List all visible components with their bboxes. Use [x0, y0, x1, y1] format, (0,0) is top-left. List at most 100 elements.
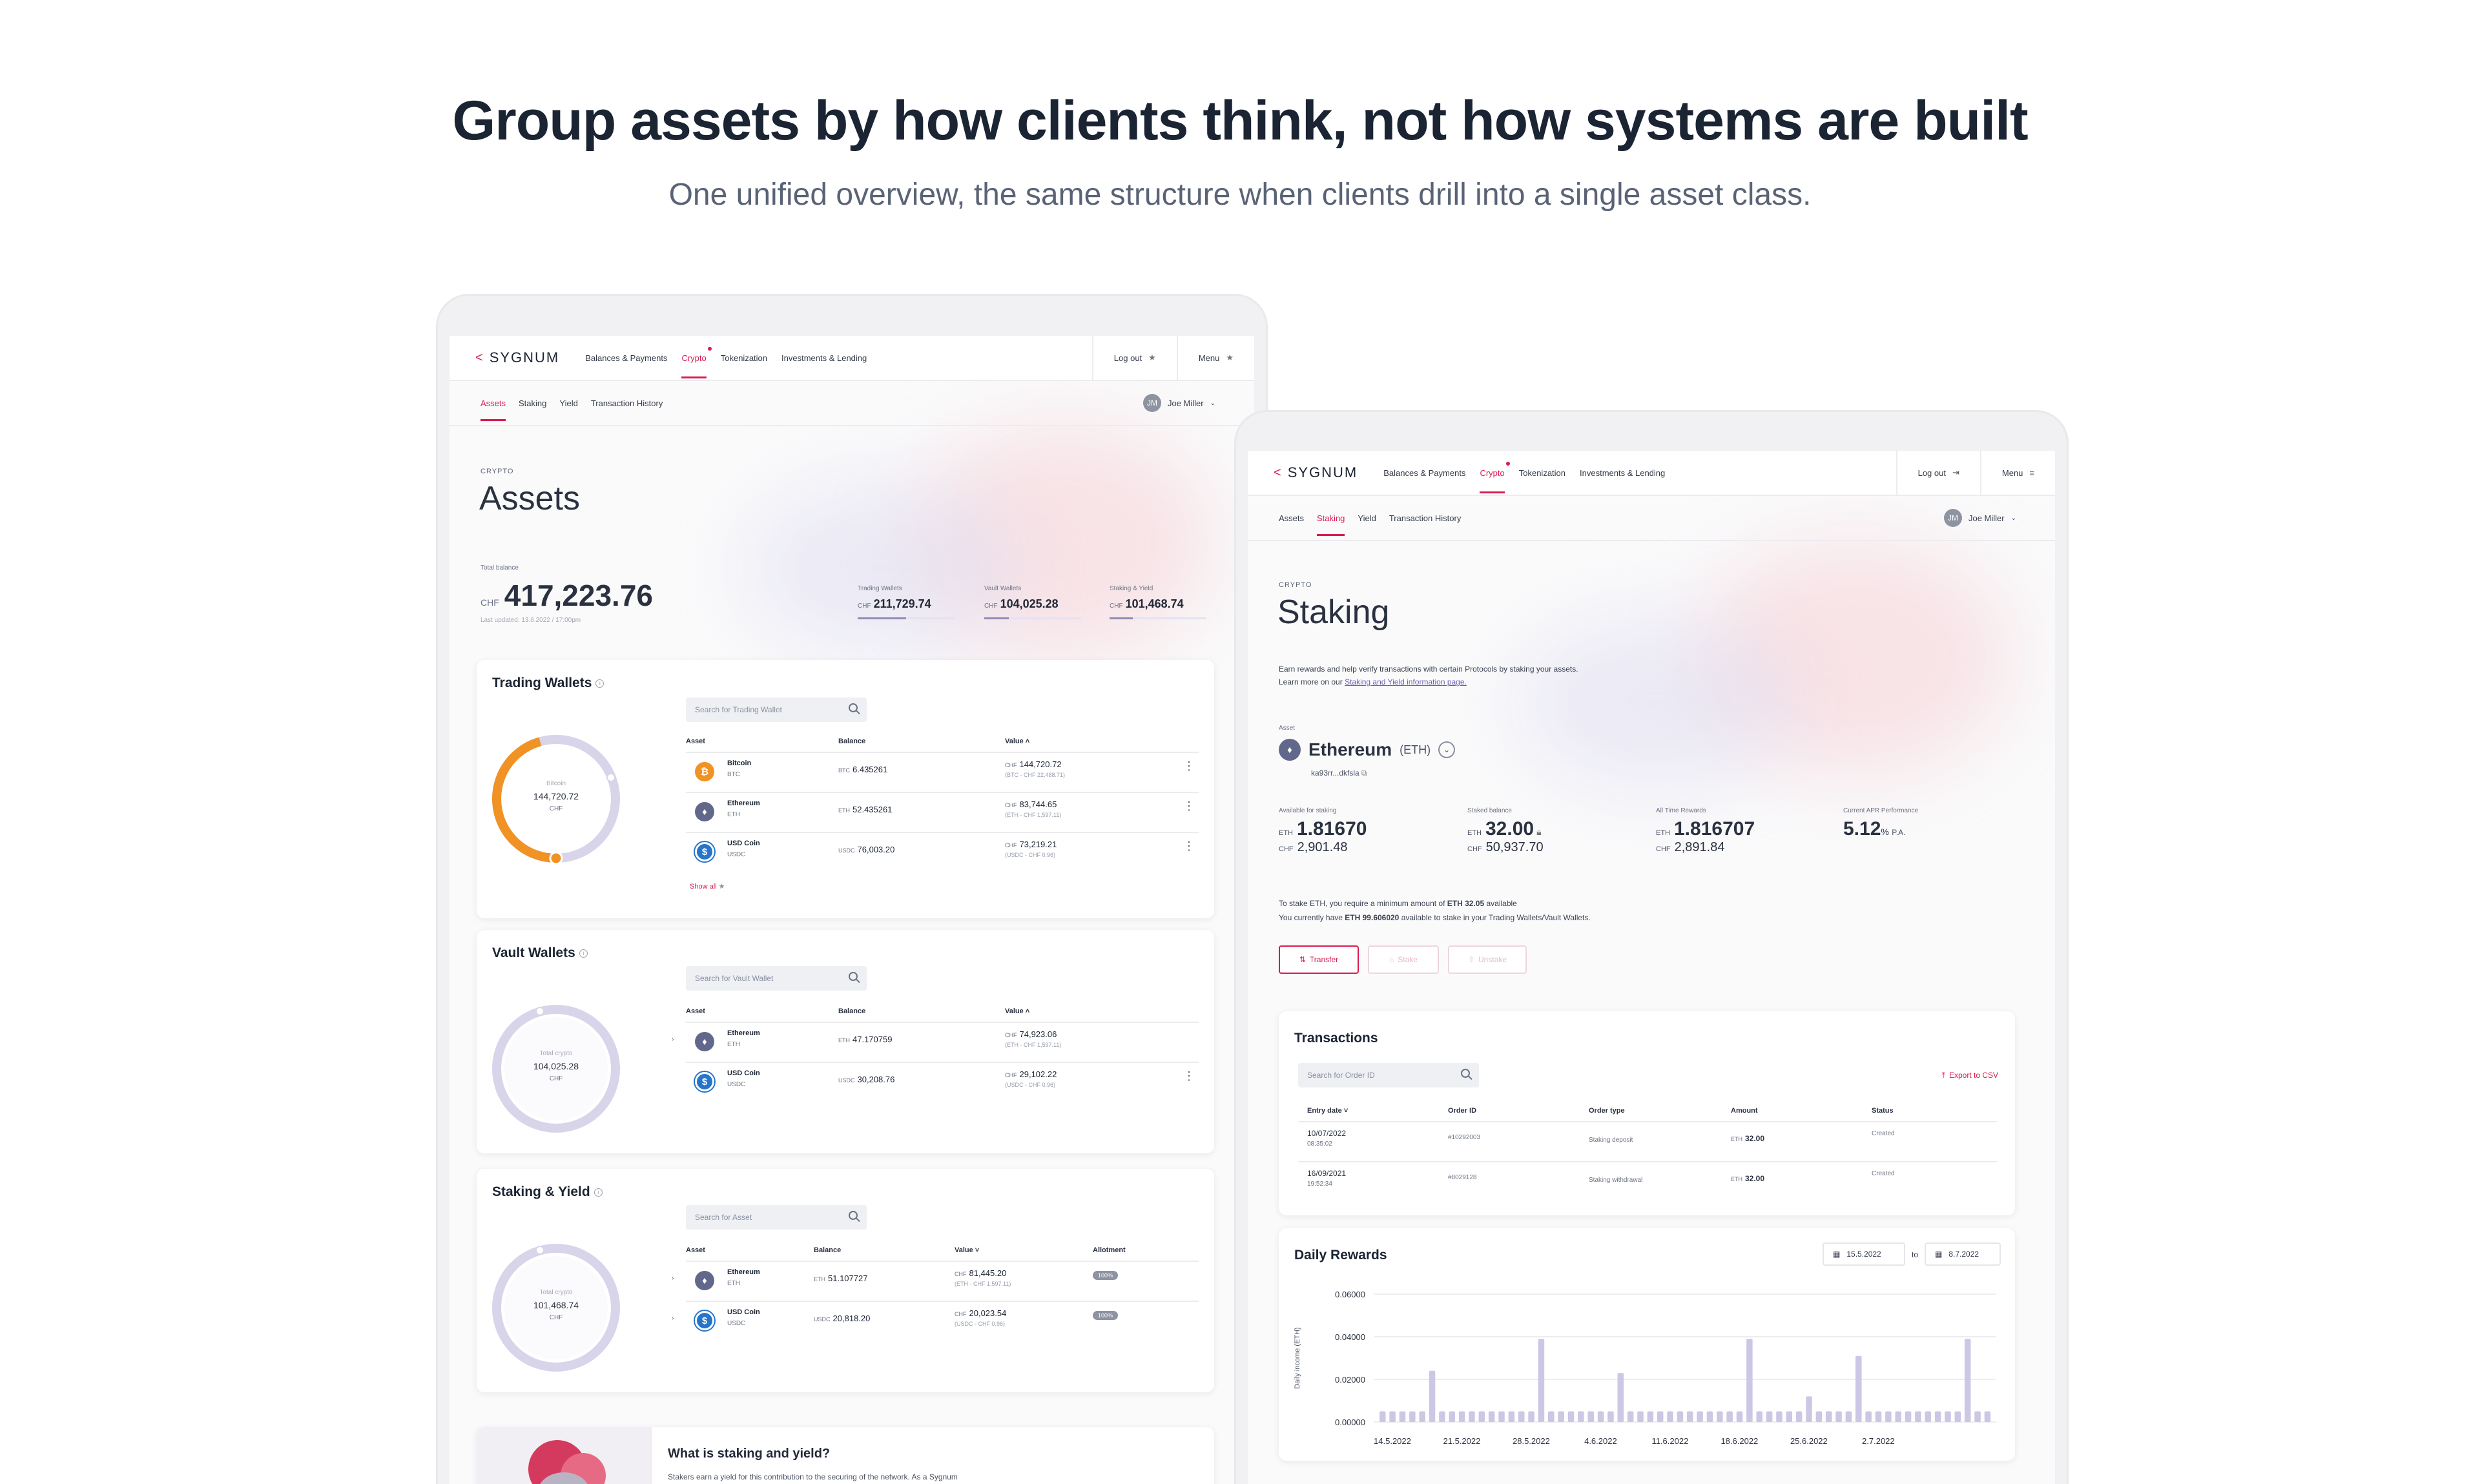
user-menu[interactable]: JM Joe Miller ⌄: [1943, 509, 2016, 527]
col-order-type: Order type: [1589, 1107, 1625, 1115]
donut-currency: CHF: [549, 1314, 563, 1321]
menu-button[interactable]: Menu ≡: [1981, 468, 2055, 478]
nav-tokenization[interactable]: Tokenization: [720, 353, 768, 363]
table-row[interactable]: $ USD Coin USDC USDC 76,003.20 CHF 73,219.…: [686, 832, 1199, 872]
stake-button[interactable]: ⌂ Stake: [1368, 945, 1439, 974]
sygnum-logo[interactable]: < SYGNUM: [475, 349, 559, 366]
asset-symbol: USDC: [727, 851, 746, 858]
user-menu[interactable]: JM Joe Miller ⌄: [1142, 394, 1215, 412]
transfer-button[interactable]: ⇅ Transfer: [1279, 945, 1359, 974]
trading-wallets-card: Trading Wallets i Bitcoin 144,720.72 CHF …: [477, 660, 1214, 918]
donut-label: Bitcoin: [546, 780, 566, 787]
wallet-address: ka93rr...dkfsla ⧉: [1311, 768, 1367, 778]
reward-bar: [1895, 1411, 1901, 1422]
nav-investments-lending[interactable]: Investments & Lending: [781, 353, 867, 363]
expand-icon[interactable]: ›: [672, 1036, 674, 1043]
value: CHF 83,744.65 (ETH - CHF 1,597.11): [1005, 799, 1062, 818]
table-row[interactable]: ₿ Bitcoin BTC BTC 6.435261 CHF 144,720.72(…: [686, 752, 1199, 792]
balance: BTC 6.435261: [838, 765, 888, 774]
date-from-picker[interactable]: ▦ 15.5.2022: [1823, 1242, 1905, 1266]
card-title: Transactions: [1294, 1031, 1378, 1046]
expand-icon[interactable]: ›: [672, 1315, 674, 1322]
nav-crypto[interactable]: Crypto: [1480, 461, 1511, 493]
nav-crypto[interactable]: Crypto: [681, 346, 712, 378]
tab-transaction-history[interactable]: Transaction History: [1389, 513, 1462, 523]
staking-info-link[interactable]: Staking and Yield information page.: [1345, 677, 1467, 686]
usdc-icon: $: [695, 1311, 714, 1330]
col-value[interactable]: Value ˄: [1005, 737, 1030, 745]
info-icon[interactable]: i: [594, 1188, 603, 1197]
logout-button[interactable]: Log out ⇥: [1897, 468, 1980, 478]
expand-icon[interactable]: ›: [672, 1275, 674, 1282]
more-options-icon[interactable]: ⋮: [1183, 840, 1195, 852]
ethereum-icon: ♦: [695, 802, 714, 821]
page-kicker: CRYPTO: [480, 468, 514, 475]
tab-assets[interactable]: Assets: [480, 383, 506, 424]
reward-bar: [1934, 1411, 1941, 1422]
reward-bar: [1399, 1411, 1406, 1422]
col-entry-date[interactable]: Entry date ˅: [1307, 1107, 1348, 1115]
summary-staking[interactable]: Staking & Yield CHF 101,468.74: [1110, 585, 1206, 619]
info-icon[interactable]: i: [595, 679, 604, 688]
table-row[interactable]: 10/07/2022 08:35:02 #10292003 Staking de…: [1298, 1121, 1997, 1161]
transactions-card: Transactions Search for Order ID ⤒ Export…: [1279, 1011, 2015, 1215]
asset-name: Ethereum: [1308, 739, 1392, 759]
nav-investments-lending[interactable]: Investments & Lending: [1580, 468, 1666, 478]
tab-staking[interactable]: Staking: [519, 398, 547, 408]
more-options-icon[interactable]: ⋮: [1183, 799, 1195, 812]
chevron-down-icon[interactable]: ⌄: [1438, 741, 1456, 758]
date-to-picker[interactable]: ▦ 8.7.2022: [1925, 1242, 2001, 1266]
brand-name: SYGNUM: [1287, 464, 1358, 480]
more-options-icon[interactable]: ⋮: [1183, 759, 1195, 772]
info-icon[interactable]: i: [579, 949, 588, 958]
table-row[interactable]: › ♦ Ethereum ETH ETH 47.170759 CHF 74,923.…: [672, 1022, 1199, 1062]
col-value[interactable]: Value ˄: [1005, 1007, 1030, 1015]
stat-staked: Staked balance ETH 32.00 🔒︎ CHF 50,937.70: [1467, 807, 1544, 854]
show-all-link[interactable]: Show all ★: [690, 883, 725, 891]
staking-sub-nav: Assets Staking Yield Transaction History…: [1248, 496, 2055, 541]
reward-bar: [1945, 1411, 1951, 1422]
staking-screen: < SYGNUM Balances & Payments Crypto Token…: [1248, 451, 2055, 1484]
ethereum-icon: ♦: [1279, 739, 1301, 761]
vault-search-input[interactable]: Search for Vault Wallet: [686, 966, 867, 991]
reward-bar: [1925, 1411, 1932, 1422]
asset-name: Bitcoin: [727, 759, 752, 767]
copy-icon[interactable]: ⧉: [1361, 768, 1367, 778]
table-row[interactable]: 16/09/2021 19:52:34 #8029128 Staking wit…: [1298, 1161, 1997, 1201]
staking-info-card[interactable]: What is staking and yield? Stakers earn …: [477, 1427, 1214, 1484]
reward-bar: [1409, 1411, 1416, 1422]
more-options-icon[interactable]: ⋮: [1183, 1069, 1195, 1082]
tab-yield[interactable]: Yield: [1358, 513, 1376, 523]
table-row[interactable]: › $ USD Coin USDC USDC 20,818.20 CHF 20,02…: [672, 1301, 1199, 1341]
menu-button[interactable]: Menu ★: [1178, 353, 1254, 363]
summary-trading[interactable]: Trading Wallets CHF 211,729.74: [858, 585, 955, 619]
export-csv-button[interactable]: ⤒ Export to CSV: [1941, 1071, 1998, 1080]
x-tick-label: 18.6.2022: [1720, 1436, 1758, 1446]
order-id-search-input[interactable]: Search for Order ID: [1298, 1063, 1479, 1087]
trading-search-input[interactable]: Search for Trading Wallet: [686, 697, 867, 722]
asset-search-input[interactable]: Search for Asset: [686, 1205, 867, 1230]
stat-rewards: All Time Rewards ETH 1.816707 CHF 2,891.84: [1656, 807, 1755, 854]
ethereum-icon: ♦: [695, 1271, 714, 1290]
table-row[interactable]: ♦ Ethereum ETH ETH 52.435261 CHF 83,744.65…: [686, 792, 1199, 832]
menu-label: Menu: [1198, 353, 1220, 363]
stat-apr: Current APR Performance 5.12% P.A.: [1843, 807, 1919, 840]
value: CHF 81,445.20 (ETH - CHF 1,597.11): [955, 1268, 1011, 1287]
tab-assets[interactable]: Assets: [1279, 513, 1305, 523]
logout-button[interactable]: Log out ★: [1093, 353, 1177, 363]
tab-yield[interactable]: Yield: [559, 398, 578, 408]
tab-staking[interactable]: Staking: [1317, 498, 1345, 539]
table-row[interactable]: › ♦ Ethereum ETH ETH 51.107727 CHF 81,445.…: [672, 1261, 1199, 1301]
table-row[interactable]: $ USD Coin USDC USDC 30,208.76 CHF 29,102.…: [686, 1062, 1199, 1102]
summary-vault[interactable]: Vault Wallets CHF 104,025.28: [984, 585, 1081, 619]
col-value[interactable]: Value ˅: [955, 1246, 980, 1254]
reward-bar: [1587, 1411, 1594, 1422]
asset-selector[interactable]: ♦ Ethereum (ETH) ⌄: [1279, 739, 1456, 761]
unstake-button[interactable]: ⇧ Unstake: [1448, 945, 1527, 974]
tab-transaction-history[interactable]: Transaction History: [590, 398, 663, 408]
sygnum-logo[interactable]: < SYGNUM: [1274, 464, 1358, 481]
nav-tokenization[interactable]: Tokenization: [1518, 468, 1566, 478]
reward-bar: [1875, 1411, 1882, 1422]
nav-balances-payments[interactable]: Balances & Payments: [1383, 468, 1466, 478]
nav-balances-payments[interactable]: Balances & Payments: [585, 353, 668, 363]
